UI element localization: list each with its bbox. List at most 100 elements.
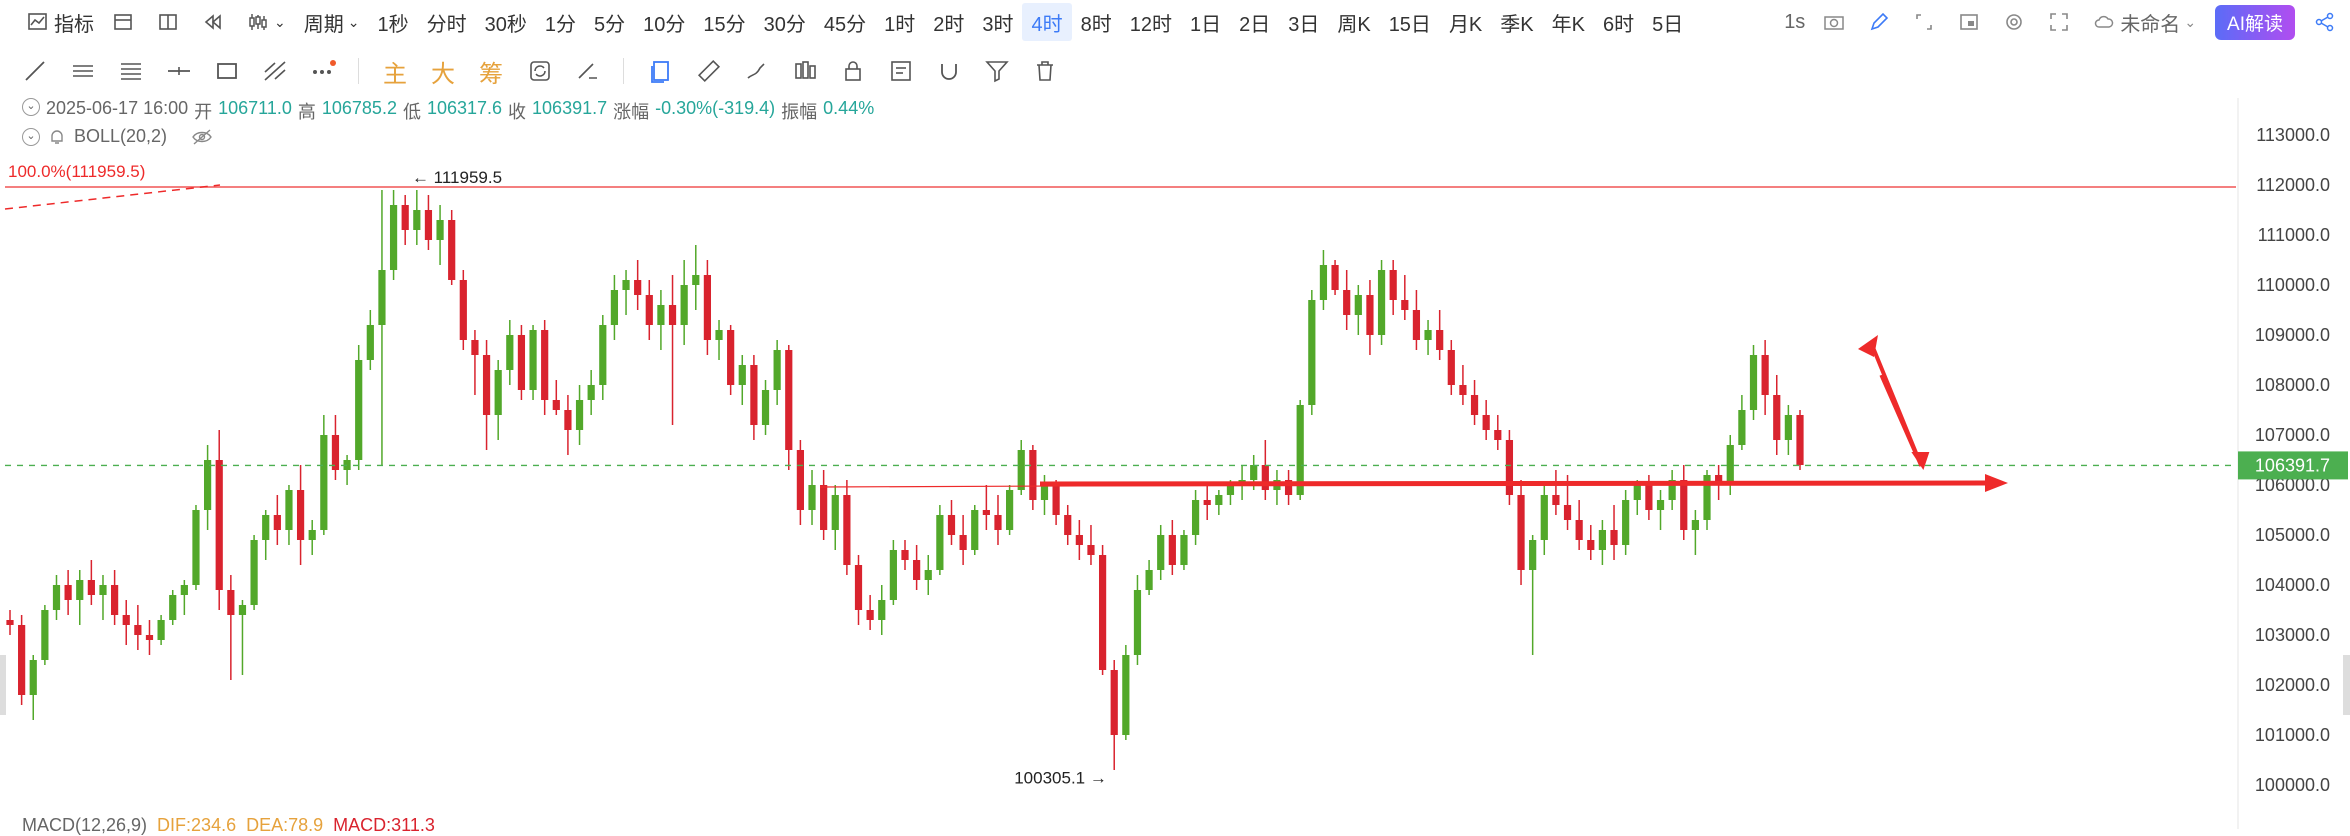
candle-body bbox=[355, 360, 363, 460]
period-tab[interactable]: 2日 bbox=[1239, 13, 1271, 36]
filter-icon[interactable] bbox=[984, 58, 1010, 84]
candle-body bbox=[1343, 290, 1351, 315]
expand-icon bbox=[1916, 14, 1933, 30]
period-tab[interactable]: 30秒 bbox=[484, 13, 527, 36]
more-tools-icon[interactable] bbox=[310, 58, 336, 84]
divider bbox=[623, 58, 624, 84]
period-tab[interactable]: 4时 bbox=[1022, 3, 1072, 41]
period-tab[interactable]: 1分 bbox=[544, 13, 576, 36]
chart-type-button[interactable]: ⌄ bbox=[238, 3, 295, 41]
eye-off-icon[interactable] bbox=[191, 128, 213, 146]
eraser-draw-icon[interactable] bbox=[575, 58, 601, 84]
compare-icon[interactable] bbox=[792, 58, 818, 84]
indicator-button[interactable]: 指标 bbox=[18, 3, 103, 41]
candle-body bbox=[1482, 415, 1490, 430]
period-tab[interactable]: 5日 bbox=[1652, 13, 1684, 36]
candle-body bbox=[552, 400, 560, 410]
fib-icon[interactable] bbox=[262, 58, 288, 84]
candle-body bbox=[169, 595, 177, 620]
candle-body bbox=[180, 585, 188, 595]
fullscreen-button[interactable] bbox=[2039, 3, 2084, 41]
chevron-down-icon: ⌄ bbox=[2184, 13, 2197, 30]
close-value: 106391.7 bbox=[532, 98, 608, 118]
candle-body bbox=[1715, 475, 1723, 485]
period-tab[interactable]: 1日 bbox=[1189, 13, 1222, 36]
period-tab[interactable]: 15分 bbox=[703, 13, 746, 36]
brush-icon[interactable] bbox=[744, 58, 770, 84]
share-button[interactable] bbox=[2305, 3, 2350, 41]
horizontal-line-icon[interactable] bbox=[166, 58, 192, 84]
period-tab[interactable]: 1秒 bbox=[377, 13, 409, 36]
support-arrowhead bbox=[1985, 474, 2008, 492]
cloud-save-dropdown[interactable]: 未命名 ⌄ bbox=[2084, 3, 2205, 41]
fullscreen-icon bbox=[2050, 13, 2069, 31]
period-tab[interactable]: 2时 bbox=[933, 13, 965, 36]
channel-icon[interactable] bbox=[118, 58, 144, 84]
candle-body bbox=[273, 515, 281, 530]
main-indicator-button[interactable]: 主 bbox=[383, 60, 407, 88]
large-order-button[interactable]: 大 bbox=[431, 60, 455, 88]
period-tab[interactable]: 3时 bbox=[982, 13, 1014, 36]
settings-button[interactable] bbox=[1994, 3, 2039, 41]
expand-button[interactable] bbox=[1904, 3, 1949, 41]
chevron-down-icon: ⌄ bbox=[274, 13, 286, 30]
candle-body bbox=[1145, 570, 1153, 590]
ai-analysis-button[interactable]: AI解读 bbox=[2215, 4, 2295, 40]
refresh-rate[interactable]: 1s bbox=[1784, 10, 1806, 33]
replay-button[interactable] bbox=[193, 3, 238, 41]
period-tab[interactable]: 月K bbox=[1448, 13, 1483, 36]
period-tab[interactable]: 10分 bbox=[643, 13, 686, 36]
note-icon[interactable] bbox=[888, 58, 914, 84]
candle-body bbox=[482, 355, 491, 415]
edit-button[interactable] bbox=[1859, 3, 1904, 41]
candle-body bbox=[901, 550, 909, 560]
candle-body bbox=[87, 580, 95, 595]
collapse-icon[interactable]: ⌄ bbox=[22, 127, 40, 146]
period-tab[interactable]: 12时 bbox=[1129, 13, 1172, 36]
lock-icon[interactable] bbox=[840, 58, 866, 84]
rectangle-icon[interactable] bbox=[214, 58, 240, 84]
period-tab[interactable]: 季K bbox=[1500, 13, 1534, 36]
y-tick-label: 107000.0 bbox=[2255, 425, 2330, 445]
copy-icon[interactable] bbox=[648, 58, 674, 84]
template-button[interactable] bbox=[1949, 3, 1994, 41]
sync-icon[interactable] bbox=[527, 58, 553, 84]
trash-icon[interactable] bbox=[1032, 58, 1058, 84]
period-dropdown[interactable]: 周期 ⌄ bbox=[295, 3, 369, 41]
candle-body bbox=[564, 410, 572, 430]
trendline-icon[interactable] bbox=[22, 58, 48, 84]
period-tab[interactable]: 30分 bbox=[763, 13, 806, 36]
magnet-icon[interactable] bbox=[936, 58, 962, 84]
y-tick-label: 108000.0 bbox=[2255, 375, 2330, 395]
collapse-icon[interactable]: ⌄ bbox=[22, 98, 40, 116]
candle-body bbox=[1168, 535, 1176, 565]
candle-body bbox=[738, 365, 746, 385]
candle-body bbox=[424, 210, 433, 240]
candle-body bbox=[285, 490, 293, 530]
candle-body bbox=[1656, 500, 1665, 510]
candle-body bbox=[587, 385, 595, 400]
candle-body bbox=[959, 535, 967, 550]
period-tab[interactable]: 15日 bbox=[1388, 13, 1431, 36]
period-tab[interactable]: 8时 bbox=[1080, 13, 1112, 36]
chip-distribution-button[interactable]: 筹 bbox=[479, 60, 503, 88]
period-tab[interactable]: 年K bbox=[1551, 13, 1585, 36]
y-tick-label: 112000.0 bbox=[2256, 175, 2330, 195]
layout-button[interactable] bbox=[103, 3, 148, 41]
split-button[interactable] bbox=[148, 3, 193, 41]
ruler-icon[interactable] bbox=[696, 58, 722, 84]
period-tab[interactable]: 6时 bbox=[1602, 13, 1635, 36]
period-tab[interactable]: 分时 bbox=[426, 13, 467, 36]
period-tab[interactable]: 45分 bbox=[823, 13, 867, 36]
camera-button[interactable] bbox=[1814, 3, 1859, 41]
parallel-lines-icon[interactable] bbox=[70, 58, 96, 84]
candle-body bbox=[203, 460, 212, 510]
period-tab[interactable]: 5分 bbox=[593, 13, 626, 36]
candle-body bbox=[1575, 520, 1583, 540]
period-tab[interactable]: 周K bbox=[1337, 13, 1371, 36]
period-tab[interactable]: 1时 bbox=[884, 13, 916, 36]
top-toolbar: 指标 ⌄ 周期 ⌄ 1秒 分时 30秒 1分 5分 10分 15分 30分 45分 1时 2时 3时 4时… bbox=[0, 0, 2350, 44]
period-tab[interactable]: 3日 bbox=[1288, 13, 1320, 36]
bell-icon[interactable] bbox=[48, 128, 66, 146]
